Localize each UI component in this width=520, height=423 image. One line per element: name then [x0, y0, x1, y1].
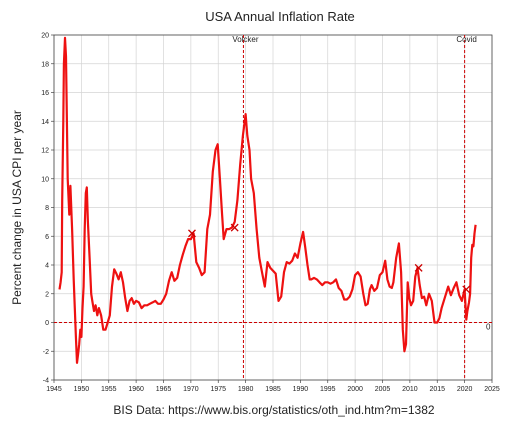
x-axis-ticks: 1945 1950 1955 1960 1965 1970 1975 1980 1985 1990… [46, 380, 500, 393]
x-tick-label: 1985 [265, 386, 281, 393]
x-tick-label: 1970 [183, 386, 199, 393]
x-tick-label: 1955 [101, 386, 117, 393]
event-label: Covid [456, 35, 476, 44]
x-marker [462, 285, 471, 294]
x-tick-label: 1990 [293, 386, 309, 393]
x-tick-label: 1965 [156, 386, 172, 393]
x-tick-label: 2015 [429, 386, 445, 393]
x-tick-label: 2010 [402, 386, 418, 393]
y-tick-label: 0 [45, 320, 49, 327]
y-tick-label: 20 [41, 33, 49, 40]
chart-title: USA Annual Inflation Rate [205, 9, 355, 24]
y-tick-label: 8 [45, 205, 49, 212]
reference-lines [54, 35, 492, 380]
x-tick-label: 1980 [238, 386, 254, 393]
x-tick-label: 1950 [74, 386, 90, 393]
y-tick-label: 4 [45, 263, 49, 270]
x-tick-label: 2025 [484, 386, 500, 393]
x-tick-label: 2005 [375, 386, 391, 393]
y-tick-label: 6 [45, 234, 49, 241]
x-tick-label: 2020 [457, 386, 473, 393]
x-marker [414, 263, 423, 272]
x-tick-label: 1995 [320, 386, 336, 393]
marker-layer [188, 223, 471, 294]
y-tick-label: -4 [43, 378, 49, 385]
y-tick-label: 14 [41, 119, 49, 126]
series-layer [58, 36, 477, 364]
y-tick-label: 12 [41, 148, 49, 155]
y-tick-label: 18 [41, 61, 49, 68]
x-tick-label: 1945 [46, 386, 62, 393]
x-tick-label: 1975 [210, 386, 226, 393]
x-marker [230, 223, 239, 232]
x-marker [188, 229, 196, 238]
source-note: BIS Data: https://www.bis.org/statistics… [113, 403, 434, 417]
y-tick-label: 10 [41, 176, 49, 183]
grid [53, 34, 493, 381]
y-tick-label: -2 [43, 349, 49, 356]
x-tick-label: 2000 [347, 386, 363, 393]
annotations: Volcker Covid 0 [232, 35, 491, 332]
y-tick-label: 16 [41, 90, 49, 97]
y-axis-title: Percent change in USA CPI per year [10, 110, 24, 305]
event-label: Volcker [232, 35, 259, 44]
x-tick-label: 1960 [128, 386, 144, 393]
y-tick-label: 2 [45, 291, 49, 298]
zero-label: 0 [486, 323, 491, 332]
inflation-series-line [58, 36, 477, 364]
